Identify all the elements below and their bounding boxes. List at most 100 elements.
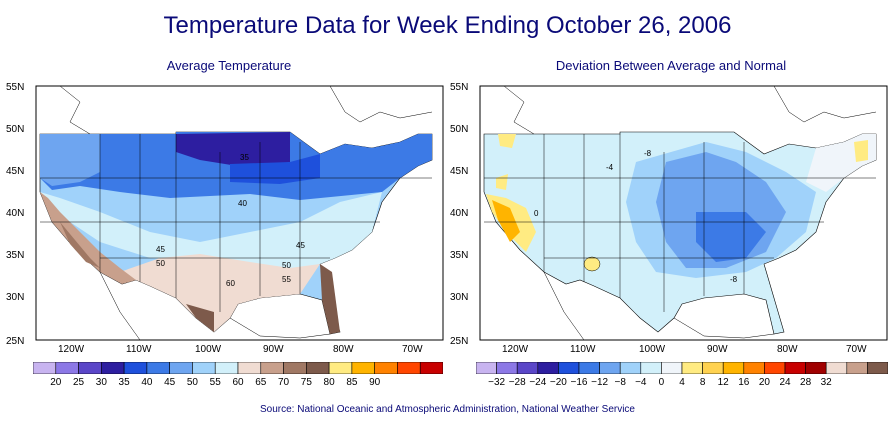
colorbar-swatch	[306, 362, 330, 374]
colorbar-label: 28	[800, 377, 812, 388]
lon-tick: 80W	[333, 344, 354, 354]
colorbar-label: 30	[95, 377, 107, 388]
contour-label: -8	[644, 149, 652, 158]
colorbar-swatch	[599, 362, 621, 374]
colorbar-label: 60	[232, 377, 244, 388]
lat-tick: 50N	[6, 124, 24, 135]
colorbar-swatch	[619, 362, 642, 374]
colorbar-swatch	[846, 362, 868, 374]
lon-tick: 90W	[263, 344, 284, 354]
colorbar-label: 50	[186, 377, 198, 388]
colorbar-label: 65	[255, 377, 267, 388]
lon-tick: 70W	[846, 344, 867, 354]
contour-label: 0	[534, 209, 539, 218]
colorbar-label: −24	[529, 377, 547, 388]
lat-tick: 55N	[6, 82, 24, 93]
colorbar-label: 90	[369, 377, 381, 388]
contour-label: 50	[156, 259, 165, 268]
colorbar-swatch	[867, 362, 888, 374]
deviation-fill-regions	[483, 131, 877, 335]
lon-tick: 100W	[639, 344, 666, 354]
contour-labels: 35 40 45 45 50 50 60 55	[156, 153, 305, 288]
contour-label: 45	[156, 245, 165, 254]
lon-tick: 80W	[777, 344, 798, 354]
colorbar-swatch	[784, 362, 806, 374]
colorbar-label: −12	[591, 377, 609, 388]
lat-tick: 40N	[450, 208, 468, 219]
colorbar-label: 20	[50, 377, 62, 388]
colorbar-label: 35	[118, 377, 130, 388]
colorbar-label: 0	[658, 377, 665, 388]
colorbar-label: −28	[508, 377, 526, 388]
colorbar-swatch	[578, 362, 600, 374]
colorbar-swatch	[283, 362, 307, 374]
lat-tick: 30N	[6, 292, 24, 303]
lon-tick: 110W	[126, 344, 152, 354]
colorbar-swatch	[101, 362, 125, 374]
colorbar-swatch	[397, 362, 421, 374]
colorbar-swatch	[661, 362, 683, 374]
map-frame	[35, 85, 444, 341]
colorbar-label: 85	[346, 377, 358, 388]
colorbar-label: 8	[699, 377, 706, 388]
colorbar-label: 55	[209, 377, 221, 388]
longitude-axis: 120W 110W 100W 90W 80W 70W	[502, 344, 867, 354]
colorbar-swatch	[764, 362, 786, 374]
colorbar-label: −4	[635, 377, 647, 388]
contour-labels: -8 -4 0 -8	[534, 149, 738, 284]
colorbar-label: −32	[488, 377, 506, 388]
average-temperature-colorbar-labels: 20 25 30 35 40 45 50 55 60 65 70 75 80 85 90	[33, 377, 443, 391]
colorbar-label: 4	[679, 377, 685, 388]
colorbar-swatch	[702, 362, 724, 374]
lat-tick: 35N	[450, 250, 468, 261]
colorbar-swatch	[146, 362, 170, 374]
lon-tick: 100W	[195, 344, 222, 354]
colorbar-swatch	[805, 362, 827, 374]
lat-tick: 35N	[6, 250, 24, 261]
colorbar-swatch	[237, 362, 262, 374]
colorbar-swatch	[55, 362, 79, 374]
contour-label: 40	[238, 199, 247, 208]
colorbar-swatch	[722, 362, 745, 374]
contour-label: -4	[606, 163, 614, 172]
colorbar-label: −8	[614, 377, 626, 388]
lat-tick: 45N	[6, 166, 24, 177]
deviation-colorbar-labels: −32 −28 −24 −20 −16 −12 −8 −4 0 4 8 12 16 20 24 28 32	[476, 377, 888, 391]
source-credit: Source: National Oceanic and Atmospheric…	[259, 404, 635, 415]
deviation-colorbar	[476, 362, 888, 374]
temperature-deviation-map: -8 -4 0 -8 55N 50N 45N 40N 35N 30N 25N 1…	[450, 82, 888, 354]
contour-label: 35	[240, 153, 249, 162]
contour-label: -8	[730, 275, 738, 284]
colorbar-swatch	[419, 362, 443, 374]
colorbar-swatch	[516, 362, 539, 374]
colorbar-swatch	[496, 362, 518, 374]
colorbar-swatch	[328, 362, 353, 374]
lat-tick: 40N	[6, 208, 24, 219]
lon-tick: 110W	[570, 344, 596, 354]
colorbar-swatch	[681, 362, 703, 374]
lat-tick: 25N	[450, 336, 468, 347]
left-map-subtitle: Average Temperature	[166, 58, 292, 73]
contour-label: 60	[226, 279, 235, 288]
colorbar-label: 12	[717, 377, 729, 388]
contour-label: 45	[296, 241, 305, 250]
colorbar-swatch	[214, 362, 239, 374]
right-map-subtitle: Deviation Between Average and Normal	[555, 58, 787, 73]
colorbar-label: 40	[141, 377, 153, 388]
colorbar-label: 45	[164, 377, 176, 388]
colorbar-label: 32	[820, 377, 832, 388]
colorbar-swatch	[78, 362, 102, 374]
colorbar-label: 80	[323, 377, 335, 388]
lat-tick: 50N	[450, 124, 468, 135]
colorbar-swatch	[558, 362, 580, 374]
colorbar-label: −20	[549, 377, 567, 388]
colorbar-swatch	[537, 362, 559, 374]
page-title: Temperature Data for Week Ending October…	[163, 12, 732, 39]
map-frame	[479, 85, 888, 341]
colorbar-swatch	[123, 362, 148, 374]
contour-label: 50	[282, 261, 291, 270]
average-temperature-map: 35 40 45 45 50 50 60 55 55N 50N 45N 40N …	[6, 82, 444, 354]
longitude-axis: 120W 110W 100W 90W 80W 70W	[58, 344, 423, 354]
colorbar-label: 25	[72, 377, 85, 388]
colorbar-swatch	[192, 362, 216, 374]
